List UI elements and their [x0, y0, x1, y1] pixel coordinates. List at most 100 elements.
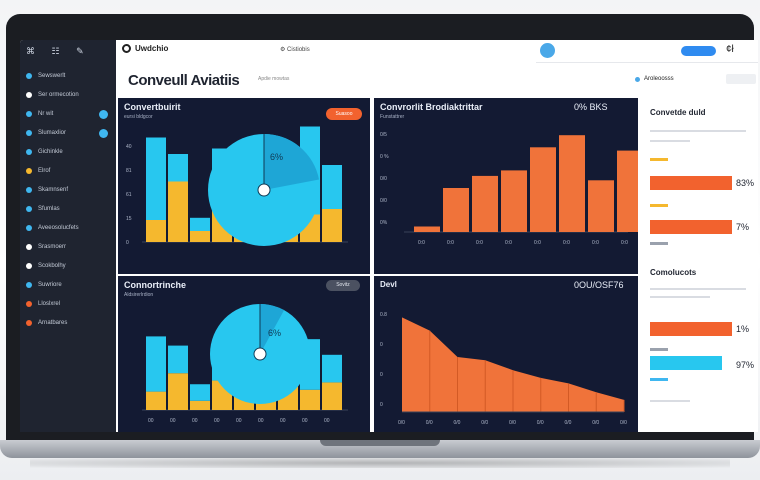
x-tick-label: 00: [170, 418, 176, 424]
sidebar-item[interactable]: Sewswerlt: [26, 70, 110, 82]
progress-bar: [650, 322, 732, 336]
x-tick-label: 0/0: [398, 420, 405, 426]
bar-segment: [190, 231, 210, 242]
logo[interactable]: Uwdchio: [122, 44, 169, 54]
chart-top-left: 40 81 61 15 0 6%: [126, 126, 348, 246]
sidebar-item[interactable]: Lloslxrel: [26, 298, 110, 310]
nav-dot-icon: [26, 301, 32, 307]
y-tick-label: 0/5: [380, 132, 387, 138]
bar-segment: [168, 345, 188, 374]
menu-icon[interactable]: ☷: [51, 46, 60, 56]
y-tick-label: 0: [380, 342, 383, 348]
x-tick-label: 0:0: [418, 240, 425, 246]
card-title: Convetde duld: [650, 108, 706, 117]
divider: [650, 400, 690, 402]
filter-badge[interactable]: Suasoo: [326, 108, 362, 120]
panel-top-left: Convertbuirit eursi bldgcor Suasoo 40 81 6…: [118, 98, 370, 274]
sidebar-item[interactable]: Gichinkle: [26, 146, 110, 158]
bar: [617, 150, 638, 232]
pie-center: [253, 347, 267, 361]
analysis-tag[interactable]: Aroleoosss: [644, 76, 674, 82]
nav-dot-icon: [26, 206, 32, 212]
bar-segment: [168, 181, 188, 242]
page-subtitle: Apdie mowtas: [258, 76, 290, 82]
filter-badge[interactable]: Sovitz: [326, 280, 360, 291]
settings-icon[interactable]: ¢ł: [726, 44, 734, 55]
y-tick-label: 0%: [380, 220, 388, 226]
logo-icon: [122, 44, 131, 54]
app-icon: ⚙: [280, 47, 288, 53]
sidebar-top-icons: ⌘ ☷ ✎: [26, 46, 98, 57]
bar-segment: [190, 384, 210, 401]
divider: [650, 140, 690, 142]
pie-slice: [260, 304, 285, 354]
sidebar-item[interactable]: Suwriore: [26, 279, 110, 291]
tab-main[interactable]: ⚙ Cistiobis: [280, 46, 310, 53]
cta-button[interactable]: [681, 46, 716, 56]
y-tick-label: 81: [126, 168, 132, 174]
sidebar-item-label: Aveeosolucfets: [38, 225, 79, 231]
panel-title: Devl: [380, 280, 397, 289]
x-tick-label: 0:0: [534, 240, 541, 246]
edit-icon[interactable]: ✎: [76, 46, 84, 56]
chart-bottom-right: 0.8 0 0 0 0/0 0/0 0/0 0/0 0/0 0/0 0/0 0/0 0/0: [380, 312, 627, 426]
grid-icon[interactable]: ⌘: [26, 46, 35, 56]
sidebar-item[interactable]: Nr wit: [26, 108, 110, 120]
profile-avatar-button[interactable]: [540, 43, 555, 58]
nav-dot-icon: [26, 187, 32, 193]
sidebar-item[interactable]: Ser ormecotion: [26, 89, 110, 101]
panel-top-right: Convrorlit Brodiaktrittar Funstattrer 0%…: [374, 98, 638, 274]
x-tick-label: 00: [324, 418, 330, 424]
sidebar-item-label: Srasmoerr: [38, 244, 67, 250]
sidebar-item-label: Nr wit: [38, 111, 54, 117]
sidebar-item[interactable]: Slumaxlior: [26, 127, 110, 139]
laptop-notch: [320, 440, 440, 446]
percent-label: 83%: [736, 178, 755, 188]
bar: [443, 188, 469, 232]
bar-segment: [322, 165, 342, 209]
x-tick-label: 00: [258, 418, 264, 424]
sidebar-item-label: Sewswerlt: [38, 73, 66, 79]
legend-swatch: [650, 378, 668, 381]
pie-label: 6%: [270, 152, 283, 162]
panel-title: Convertbuirit: [124, 102, 181, 112]
bar-segment: [146, 220, 166, 242]
sidebar-item[interactable]: Srasmoerr: [26, 241, 110, 253]
sidebar-item[interactable]: Skamnsenf: [26, 184, 110, 196]
y-tick-label: 15: [126, 216, 132, 222]
logo-text: Uwdchio: [135, 44, 169, 53]
divider: [650, 288, 746, 290]
nav-dot-icon: [26, 149, 32, 155]
nav-dot-icon: [26, 225, 32, 231]
sidebar-item[interactable]: Sfumlas: [26, 203, 110, 215]
nav-dot-icon: [26, 244, 32, 250]
x-tick-label: 0:0: [563, 240, 570, 246]
sidebar-item-label: Gichinkle: [38, 149, 63, 155]
page-header: Conveull Aviatiis Apdie mowtas: [116, 62, 536, 100]
bar-segment: [300, 389, 320, 410]
pie-center: [257, 183, 271, 197]
y-tick-label: 0 %: [380, 154, 389, 160]
bar-segment: [146, 336, 166, 392]
y-tick-label: 0/0: [380, 176, 387, 182]
legend-swatch: [650, 158, 668, 161]
sidebar-item-label: Sfumlas: [38, 206, 60, 212]
x-tick-label: 0/0: [620, 420, 627, 426]
notification-badge: [99, 109, 108, 119]
panel-subtitle: Aldsirerlrdion: [124, 292, 154, 298]
bar: [530, 147, 556, 232]
sidebar-item[interactable]: Aveeosolucfets: [26, 222, 110, 234]
laptop-base: [0, 440, 760, 458]
sidebar-item[interactable]: Elrof: [26, 165, 110, 177]
pie-slice: [264, 134, 320, 190]
chart-top-right: 0/5 0 % 0/0 0/0 0% 0:0 0:0 0:0 0:0 0:0 0:0 0:0 0:0: [380, 132, 638, 246]
percent-label: 7%: [736, 222, 750, 232]
window-control[interactable]: [726, 74, 756, 84]
sidebar-item[interactable]: Scokbolhy: [26, 260, 110, 272]
nav-dot-icon: [26, 263, 32, 269]
x-tick-label: 00: [192, 418, 198, 424]
bar-segment: [190, 217, 210, 231]
nav-dot-icon: [26, 111, 32, 117]
bar-segment: [146, 137, 166, 220]
sidebar-item[interactable]: Arnatbares: [26, 317, 110, 329]
